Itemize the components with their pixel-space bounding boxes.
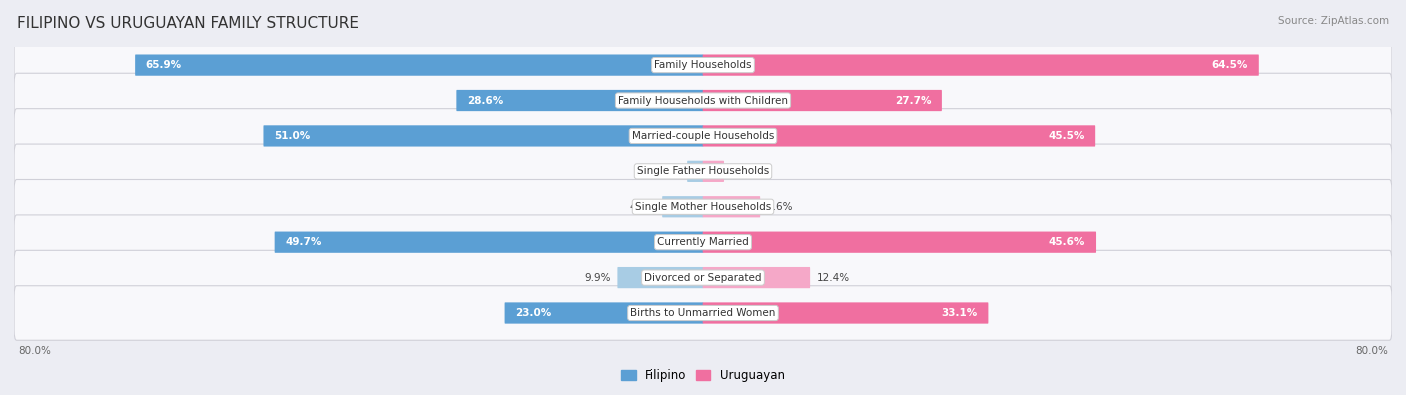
Legend: Filipino, Uruguayan: Filipino, Uruguayan bbox=[617, 364, 789, 387]
Text: 28.6%: 28.6% bbox=[467, 96, 503, 105]
Text: 33.1%: 33.1% bbox=[942, 308, 977, 318]
Text: 27.7%: 27.7% bbox=[894, 96, 931, 105]
Text: Single Father Households: Single Father Households bbox=[637, 166, 769, 176]
FancyBboxPatch shape bbox=[14, 109, 1392, 163]
Text: 80.0%: 80.0% bbox=[18, 346, 51, 356]
FancyBboxPatch shape bbox=[14, 73, 1392, 128]
Text: 45.5%: 45.5% bbox=[1047, 131, 1084, 141]
FancyBboxPatch shape bbox=[14, 144, 1392, 199]
FancyBboxPatch shape bbox=[14, 179, 1392, 234]
Text: Births to Unmarried Women: Births to Unmarried Women bbox=[630, 308, 776, 318]
Text: 64.5%: 64.5% bbox=[1212, 60, 1249, 70]
FancyBboxPatch shape bbox=[14, 250, 1392, 305]
Text: 23.0%: 23.0% bbox=[515, 308, 551, 318]
FancyBboxPatch shape bbox=[14, 215, 1392, 269]
Text: Single Mother Households: Single Mother Households bbox=[636, 202, 770, 212]
FancyBboxPatch shape bbox=[703, 231, 1097, 253]
Text: 49.7%: 49.7% bbox=[285, 237, 322, 247]
Text: 6.6%: 6.6% bbox=[766, 202, 793, 212]
Text: 51.0%: 51.0% bbox=[274, 131, 311, 141]
FancyBboxPatch shape bbox=[703, 303, 988, 324]
Text: Family Households with Children: Family Households with Children bbox=[619, 96, 787, 105]
FancyBboxPatch shape bbox=[703, 267, 810, 288]
Text: Divorced or Separated: Divorced or Separated bbox=[644, 273, 762, 282]
FancyBboxPatch shape bbox=[703, 196, 761, 217]
FancyBboxPatch shape bbox=[703, 161, 724, 182]
Text: 80.0%: 80.0% bbox=[1355, 346, 1388, 356]
FancyBboxPatch shape bbox=[662, 196, 703, 217]
Text: 2.4%: 2.4% bbox=[731, 166, 756, 176]
Text: Currently Married: Currently Married bbox=[657, 237, 749, 247]
FancyBboxPatch shape bbox=[135, 55, 703, 76]
FancyBboxPatch shape bbox=[703, 55, 1258, 76]
Text: 9.9%: 9.9% bbox=[585, 273, 610, 282]
Text: Family Households: Family Households bbox=[654, 60, 752, 70]
FancyBboxPatch shape bbox=[688, 161, 703, 182]
FancyBboxPatch shape bbox=[505, 303, 703, 324]
FancyBboxPatch shape bbox=[617, 267, 703, 288]
FancyBboxPatch shape bbox=[274, 231, 703, 253]
Text: Source: ZipAtlas.com: Source: ZipAtlas.com bbox=[1278, 16, 1389, 26]
FancyBboxPatch shape bbox=[457, 90, 703, 111]
Text: Married-couple Households: Married-couple Households bbox=[631, 131, 775, 141]
Text: 12.4%: 12.4% bbox=[817, 273, 849, 282]
Text: 4.7%: 4.7% bbox=[628, 202, 655, 212]
FancyBboxPatch shape bbox=[14, 286, 1392, 340]
FancyBboxPatch shape bbox=[263, 125, 703, 147]
Text: 1.8%: 1.8% bbox=[654, 166, 681, 176]
Text: FILIPINO VS URUGUAYAN FAMILY STRUCTURE: FILIPINO VS URUGUAYAN FAMILY STRUCTURE bbox=[17, 16, 359, 31]
Text: 45.6%: 45.6% bbox=[1049, 237, 1085, 247]
Text: 65.9%: 65.9% bbox=[146, 60, 181, 70]
FancyBboxPatch shape bbox=[703, 125, 1095, 147]
FancyBboxPatch shape bbox=[14, 38, 1392, 92]
FancyBboxPatch shape bbox=[703, 90, 942, 111]
